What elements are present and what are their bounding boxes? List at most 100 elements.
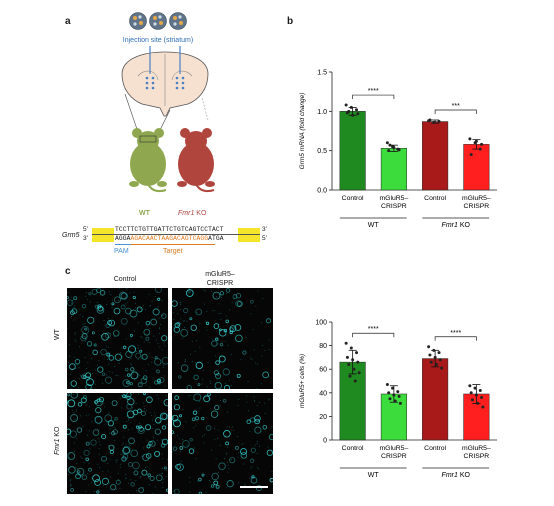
cell-signal [262, 371, 269, 379]
cell-signal [122, 345, 127, 350]
background-speckle [128, 482, 130, 484]
background-speckle [177, 421, 179, 423]
background-speckle [147, 452, 149, 454]
cell-signal [101, 332, 109, 341]
data-point [348, 374, 352, 378]
cell-signal [88, 292, 92, 296]
cell-signal [71, 308, 78, 315]
background-speckle [101, 420, 103, 422]
background-speckle [87, 434, 89, 436]
cell-signal [85, 375, 91, 381]
background-speckle [205, 321, 207, 323]
cell-signal [126, 373, 131, 377]
background-speckle [190, 353, 192, 355]
background-speckle [111, 372, 113, 374]
cell-signal [222, 368, 230, 376]
background-speckle [224, 382, 226, 384]
background-speckle [88, 462, 90, 464]
background-speckle [252, 329, 254, 331]
background-speckle [247, 380, 249, 382]
cell-signal [201, 416, 205, 421]
cell-signal [160, 412, 168, 420]
background-speckle [210, 481, 212, 483]
background-speckle [97, 417, 99, 419]
background-speckle [151, 414, 153, 416]
background-speckle [217, 343, 219, 345]
background-speckle [232, 429, 234, 431]
background-speckle [147, 394, 149, 396]
cell-signal [122, 446, 130, 455]
background-speckle [157, 382, 159, 384]
background-speckle [67, 303, 68, 305]
background-speckle [175, 326, 177, 328]
background-speckle [113, 365, 115, 367]
background-speckle [180, 318, 182, 320]
cell-signal [148, 441, 153, 446]
cell-signal [70, 414, 79, 422]
data-point [344, 341, 348, 345]
cell-signal [127, 462, 133, 467]
y-tick-label: 1.0 [317, 109, 327, 116]
background-speckle [134, 330, 136, 332]
background-speckle [206, 386, 208, 388]
background-speckle [140, 355, 142, 357]
background-speckle [75, 466, 77, 468]
background-speckle [219, 444, 221, 446]
background-speckle [182, 320, 184, 322]
background-speckle [229, 426, 231, 428]
cell-signal [188, 448, 195, 454]
background-speckle [153, 437, 155, 439]
cell-signal [95, 407, 102, 414]
cell-signal [175, 464, 181, 470]
cell-signal [250, 299, 254, 304]
cell-signal [121, 456, 127, 462]
background-speckle [76, 408, 78, 410]
cell-signal [172, 414, 179, 422]
background-speckle [156, 394, 158, 396]
background-speckle [108, 291, 110, 293]
background-speckle [179, 302, 181, 304]
background-speckle [118, 362, 120, 364]
background-speckle [148, 342, 150, 344]
background-speckle [160, 472, 162, 474]
background-speckle [105, 345, 107, 347]
background-speckle [179, 451, 181, 453]
cell-signal [224, 384, 231, 389]
background-speckle [217, 288, 219, 289]
background-speckle [157, 343, 159, 345]
background-speckle [79, 314, 81, 316]
data-point [437, 351, 441, 355]
cell-signal [141, 469, 148, 476]
cell-signal [173, 404, 180, 411]
background-speckle [108, 382, 110, 384]
x-tick-label: Control [342, 195, 364, 202]
cell-signal [132, 461, 140, 470]
background-speckle [172, 490, 174, 492]
data-point [345, 355, 349, 359]
cell-signal [180, 364, 189, 372]
significance-stars: *** [452, 103, 460, 110]
background-speckle [144, 408, 146, 410]
cell-signal [100, 348, 107, 356]
cell-signal [173, 326, 180, 333]
background-speckle [130, 479, 132, 481]
cell-signal [141, 353, 148, 360]
cell-signal [87, 316, 95, 324]
background-speckle [120, 407, 122, 409]
cell-signal [234, 445, 239, 450]
background-speckle [158, 420, 160, 422]
background-speckle [149, 453, 151, 455]
data-point [356, 112, 360, 116]
background-speckle [111, 307, 113, 309]
cell-signal [225, 319, 230, 324]
cell-signal [218, 355, 226, 363]
background-speckle [137, 359, 139, 361]
virus-sphere-2 [149, 12, 167, 30]
background-speckle [108, 353, 110, 355]
background-speckle [85, 415, 87, 417]
background-speckle [227, 461, 229, 463]
cell-signal [107, 320, 113, 326]
cell-signal [76, 427, 83, 433]
background-speckle [131, 407, 133, 409]
background-speckle [201, 383, 203, 385]
